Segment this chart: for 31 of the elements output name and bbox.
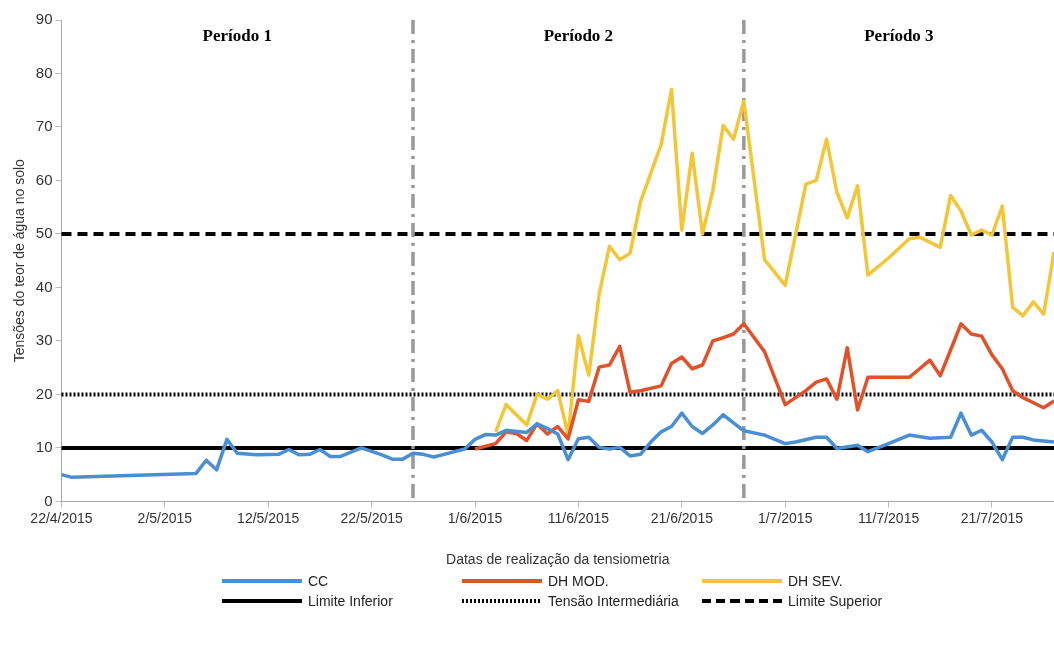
legend-label: CC [308,573,329,589]
x-tick-label: 22/4/2015 [30,509,93,526]
x-tick-label: 21/6/2015 [650,509,714,526]
legend-label: DH SEV. [788,573,843,589]
legend-label: Limite Inferior [308,593,393,609]
annotation: Período 2 [543,25,614,45]
x-tick-label: 22/5/2015 [340,509,403,526]
y-tick-label: 80 [35,63,53,81]
x-tick-label: 1/6/2015 [447,509,503,526]
y-tick-label: 40 [35,277,53,295]
annotation: Período 1 [202,25,272,45]
y-tick-label: 0 [44,491,53,509]
legend-label: Tensão Intermediária [548,593,679,609]
x-tick-label: 12/5/2015 [237,509,300,526]
x-tick-label: 11/7/2015 [857,509,920,526]
y-axis-title: Tensões do teor de água no solo [11,158,28,363]
y-tick-label: 50 [35,224,53,242]
x-tick-label: 21/7/2015 [960,509,1024,526]
x-tick-label: 1/7/2015 [757,509,813,526]
y-tick-label: 70 [35,117,53,135]
y-tick-label: 20 [35,384,53,402]
x-tick-label: 2/5/2015 [137,509,193,526]
legend-label: DH MOD. [548,573,609,589]
x-tick-label: 11/6/2015 [547,509,610,526]
annotation: Período 3 [864,25,934,45]
legend-label: Limite Superior [788,593,883,609]
y-tick-label: 30 [35,331,53,349]
y-tick-label: 60 [35,170,53,188]
y-tick-label: 90 [35,10,53,28]
y-tick-label: 10 [35,438,53,456]
x-axis-title: Datas de realização da tensiometria [446,551,670,568]
